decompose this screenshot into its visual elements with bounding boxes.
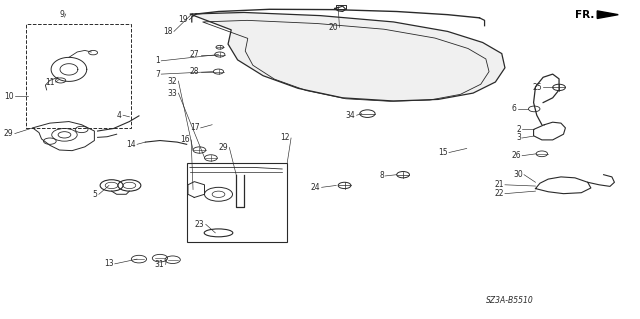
Text: 23: 23 [195, 220, 205, 229]
Text: 12: 12 [280, 133, 290, 143]
Text: FR.: FR. [575, 10, 594, 20]
Text: 22: 22 [494, 189, 504, 198]
Text: 1: 1 [155, 56, 160, 65]
Bar [187, 163, 287, 242]
Text: 17: 17 [190, 123, 200, 132]
Text: 5: 5 [93, 190, 97, 199]
Text: 28: 28 [190, 67, 200, 76]
Polygon shape [190, 12, 505, 101]
Text: 34: 34 [346, 111, 355, 120]
Text: 7: 7 [155, 70, 160, 78]
Text: 27: 27 [190, 50, 200, 59]
Text: 26: 26 [511, 151, 521, 160]
Text: 4: 4 [117, 111, 122, 120]
Text: 25: 25 [532, 83, 542, 92]
Text: 24: 24 [311, 183, 321, 192]
Text: 19: 19 [179, 15, 188, 24]
Text: 32: 32 [168, 77, 177, 85]
Text: 21: 21 [494, 180, 504, 189]
Text: 29: 29 [4, 129, 13, 138]
Bar [26, 24, 131, 128]
Text: 9: 9 [60, 10, 65, 19]
Text: 33: 33 [168, 89, 177, 98]
Polygon shape [597, 11, 618, 19]
Text: 13: 13 [104, 259, 113, 268]
Text: 2: 2 [516, 125, 521, 134]
Text: 14: 14 [126, 140, 136, 149]
Text: 20: 20 [328, 23, 338, 32]
Text: 11: 11 [45, 78, 54, 86]
Text: 10: 10 [4, 92, 13, 101]
Text: SZ3A-B5510: SZ3A-B5510 [486, 296, 534, 305]
Text: 29: 29 [218, 143, 228, 152]
Text: 15: 15 [438, 148, 447, 157]
Text: 18: 18 [163, 27, 173, 36]
Text: 16: 16 [180, 135, 190, 145]
Text: 3: 3 [516, 133, 521, 143]
Text: 30: 30 [513, 170, 523, 179]
Text: 31: 31 [155, 260, 164, 269]
Text: 6: 6 [511, 104, 516, 113]
Text: 8: 8 [380, 171, 384, 181]
